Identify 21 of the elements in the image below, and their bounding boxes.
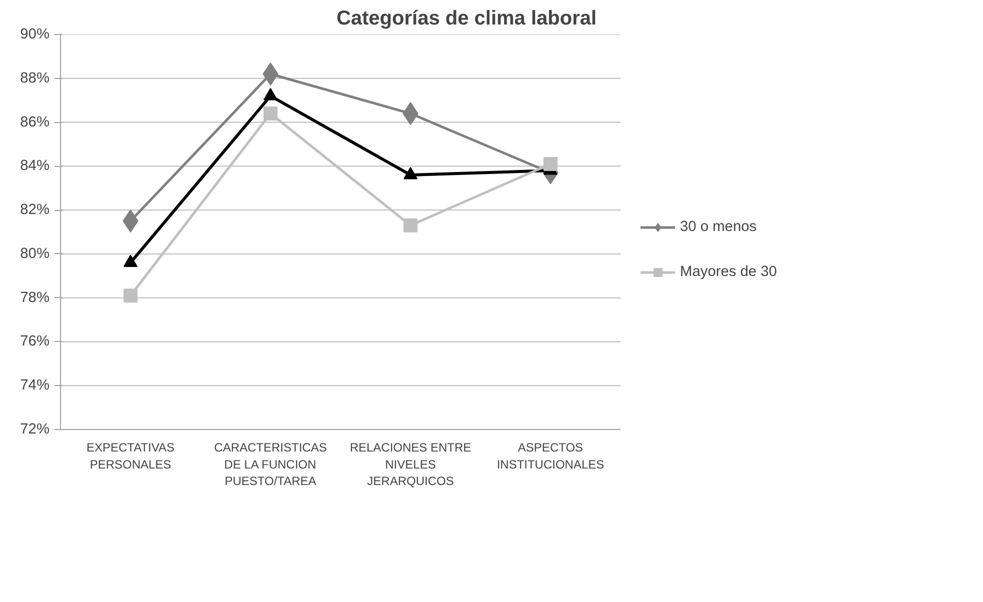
y-tick-label: 84% <box>20 158 50 174</box>
y-tick-label: 82% <box>20 202 50 218</box>
y-tick-label: 88% <box>20 70 50 86</box>
x-tick-label: CARACTERISTICAS DE LA FUNCION PUESTO/TAREA <box>214 440 327 488</box>
y-tick-label: 86% <box>20 114 50 130</box>
y-tick-label: 90% <box>20 26 50 42</box>
y-tick-label: 78% <box>20 290 50 306</box>
x-tick-label: EXPECTATIVAS PERSONALES <box>86 440 175 472</box>
y-tick-label: 76% <box>20 334 50 350</box>
y-tick-label: 74% <box>20 378 50 394</box>
point <box>544 156 558 171</box>
point <box>124 288 138 303</box>
legend-label: 30 o menos <box>680 219 757 235</box>
point <box>404 218 418 232</box>
x-tick-label: RELACIONES ENTRE NIVELES JERARQUICOS <box>350 440 472 488</box>
point <box>264 106 278 120</box>
chart-title: Categorías de clima laboral <box>336 8 597 30</box>
legend-label: Mayores de 30 <box>680 264 777 280</box>
x-tick-label: ASPECTOS INSTITUCIONALES <box>496 440 604 472</box>
y-tick-label: 72% <box>20 422 50 438</box>
y-tick-label: 80% <box>20 246 50 262</box>
